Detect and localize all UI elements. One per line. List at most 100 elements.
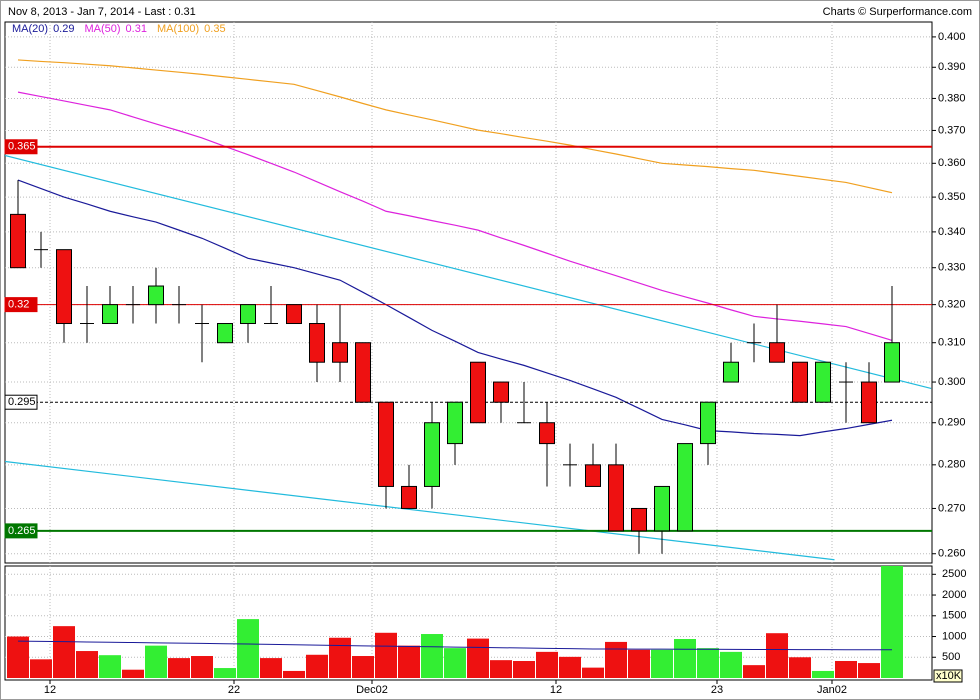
level-label: 0.365 — [8, 141, 36, 153]
volume-bar — [789, 657, 811, 678]
candle-body — [769, 342, 785, 363]
volume-bar — [329, 637, 351, 678]
volume-bar — [766, 633, 788, 678]
candle-body — [217, 323, 233, 344]
volume-bar — [559, 656, 581, 678]
y-tick-label: 0.400 — [938, 31, 966, 43]
volume-bar — [283, 670, 305, 678]
candle-body — [286, 304, 302, 325]
volume-bar — [398, 645, 420, 678]
x-tick-label: Dec02 — [356, 684, 388, 696]
volume-bar — [7, 636, 29, 678]
volume-bar — [30, 659, 52, 678]
candle-body — [608, 464, 624, 532]
y-tick-label: 1500 — [942, 610, 966, 622]
y-tick-label: 0.350 — [938, 191, 966, 203]
volume-bar — [467, 638, 489, 678]
level-box — [4, 394, 38, 410]
x-tick-label: 12 — [44, 684, 56, 696]
candle-body — [585, 464, 601, 487]
candle-body — [884, 342, 900, 383]
candle-body — [470, 361, 486, 424]
volume-bar — [582, 667, 604, 678]
y-tick-label: 0.320 — [938, 299, 966, 311]
candle-body — [56, 249, 72, 325]
volume-unit: x10K — [936, 670, 962, 682]
volume-bar — [168, 658, 190, 678]
candle-body — [700, 401, 716, 445]
y-tick-label: 0.300 — [938, 376, 966, 388]
candle-body — [815, 361, 831, 403]
unit-box — [933, 669, 963, 683]
candle-body — [424, 422, 440, 487]
y-tick-label: 0.270 — [938, 502, 966, 514]
level-box — [4, 523, 38, 539]
candle-body — [148, 285, 164, 306]
volume-bar — [53, 626, 75, 678]
candle-body — [378, 401, 394, 487]
volume-bar — [881, 566, 903, 678]
price-plot — [5, 22, 932, 563]
y-tick-label: 0.260 — [938, 548, 966, 560]
volume-bar — [99, 655, 121, 678]
volume-bar — [858, 663, 880, 678]
legend-name: MA(100) — [157, 23, 199, 35]
y-tick-label: 0.330 — [938, 262, 966, 274]
candle-body — [309, 323, 325, 363]
candle-body — [447, 401, 463, 445]
level-label: 0.295 — [8, 396, 36, 408]
legend-name: MA(20) — [12, 23, 48, 35]
volume-bar — [513, 660, 535, 678]
candle-body — [240, 304, 256, 325]
level-box — [4, 139, 38, 155]
x-tick-label: 23 — [711, 684, 723, 696]
volume-bar — [444, 648, 466, 678]
volume-bar — [674, 639, 696, 678]
legend-value: 0.31 — [126, 23, 147, 35]
y-tick-label: 0.370 — [938, 124, 966, 136]
y-tick-label: 0.390 — [938, 61, 966, 73]
candle-body — [355, 342, 371, 403]
level-box — [4, 297, 38, 313]
x-tick-label: 22 — [228, 684, 240, 696]
volume-bar — [122, 669, 144, 678]
volume-bar — [812, 670, 834, 678]
volume-bar — [835, 660, 857, 678]
candle-body — [677, 443, 693, 532]
price-panel — [4, 21, 933, 564]
y-tick-label: 0.280 — [938, 459, 966, 471]
candle-body — [861, 381, 877, 424]
legend-value: 0.29 — [53, 23, 74, 35]
chart-title: Nov 8, 2013 - Jan 7, 2014 - Last : 0.31 — [8, 6, 196, 18]
y-tick-label: 0.340 — [938, 226, 966, 238]
volume-bar — [191, 656, 213, 678]
volume-bar — [490, 660, 512, 678]
candle-body — [493, 381, 509, 403]
volume-bar — [720, 651, 742, 678]
volume-bar — [421, 634, 443, 678]
y-tick-label: 0.380 — [938, 92, 966, 104]
volume-bar — [605, 641, 627, 678]
ma-line — [17, 179, 893, 437]
candle-body — [539, 422, 555, 445]
candle-body — [723, 361, 739, 383]
volume-bar — [697, 648, 719, 678]
volume-bar — [352, 656, 374, 678]
volume-bar — [306, 654, 328, 678]
x-tick-label: Jan02 — [817, 684, 847, 696]
candle-body — [10, 213, 26, 269]
volume-plot — [5, 566, 932, 680]
level-label: 0.32 — [8, 299, 29, 311]
volume-bar — [260, 658, 282, 678]
candle-body — [792, 361, 808, 403]
volume-bar — [76, 651, 98, 678]
candle-body — [631, 507, 647, 532]
level-label: 0.265 — [8, 525, 36, 537]
volume-bar — [536, 651, 558, 678]
candle-body — [102, 304, 118, 325]
trendline — [5, 460, 835, 561]
y-tick-label: 500 — [942, 651, 960, 663]
candle-body — [332, 342, 348, 363]
volume-bar — [628, 649, 650, 678]
